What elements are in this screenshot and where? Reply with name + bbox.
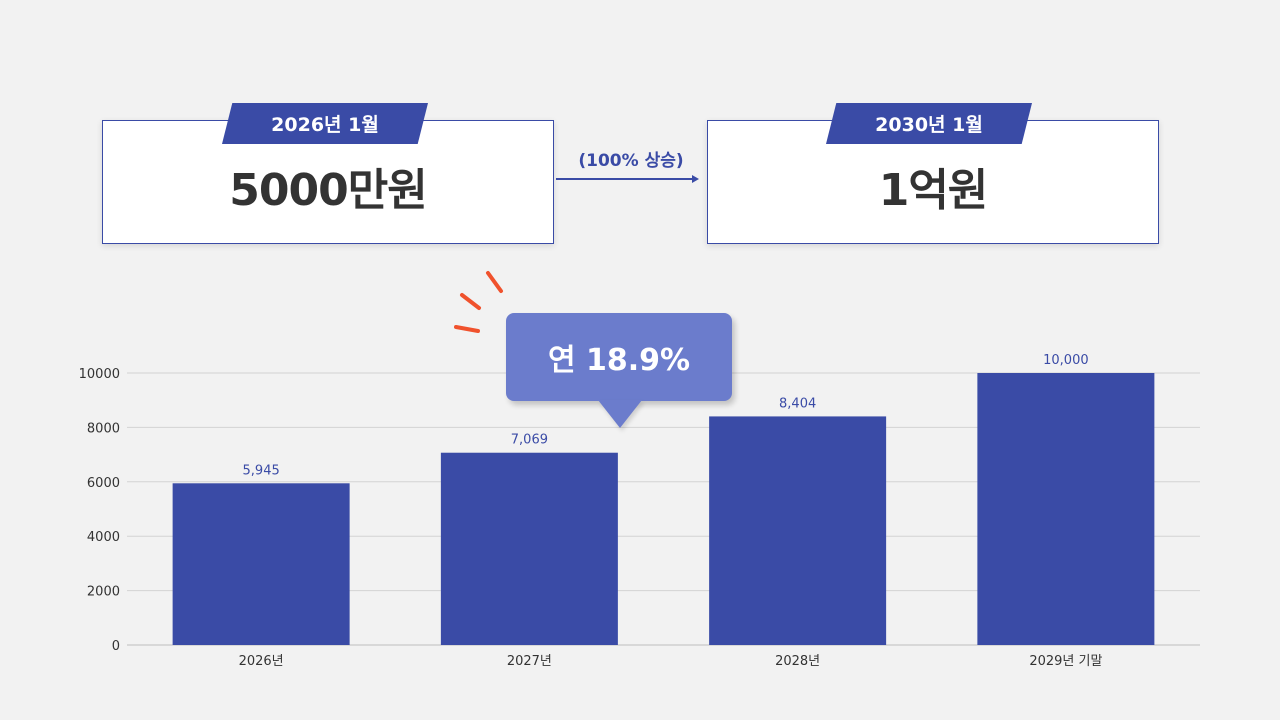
start-date-tag: 2026년 1월 — [222, 103, 428, 144]
x-tick-label: 2027년 — [507, 654, 552, 669]
arrow-right-icon — [556, 175, 699, 183]
y-tick-label: 6000 — [87, 476, 120, 491]
end-date-tag: 2030년 1월 — [826, 103, 1032, 144]
bar — [709, 416, 887, 645]
x-tick-label: 2026년 — [239, 654, 284, 669]
start-amount: 5000만원 — [229, 165, 427, 216]
y-tick-label: 2000 — [87, 585, 120, 600]
annual-rate-callout: 연 18.9% — [506, 313, 732, 401]
callout-tail — [598, 400, 642, 428]
bar — [172, 483, 350, 645]
y-tick-label: 0 — [112, 639, 120, 654]
data-label: 5,945 — [243, 463, 280, 478]
y-tick-label: 8000 — [87, 421, 120, 436]
data-label: 10,000 — [1043, 353, 1089, 368]
bar — [440, 452, 618, 645]
end-amount: 1억원 — [878, 165, 989, 216]
growth-label: (100% 상승) — [578, 151, 684, 171]
x-tick-label: 2029년 기말 — [1029, 654, 1102, 669]
bar — [977, 373, 1155, 645]
y-tick-label: 10000 — [79, 367, 120, 382]
data-label: 7,069 — [511, 433, 548, 448]
data-label: 8,404 — [779, 396, 816, 411]
x-tick-label: 2028년 — [775, 654, 820, 669]
y-tick-label: 4000 — [87, 530, 120, 545]
emphasis-sparks-icon — [454, 271, 503, 333]
